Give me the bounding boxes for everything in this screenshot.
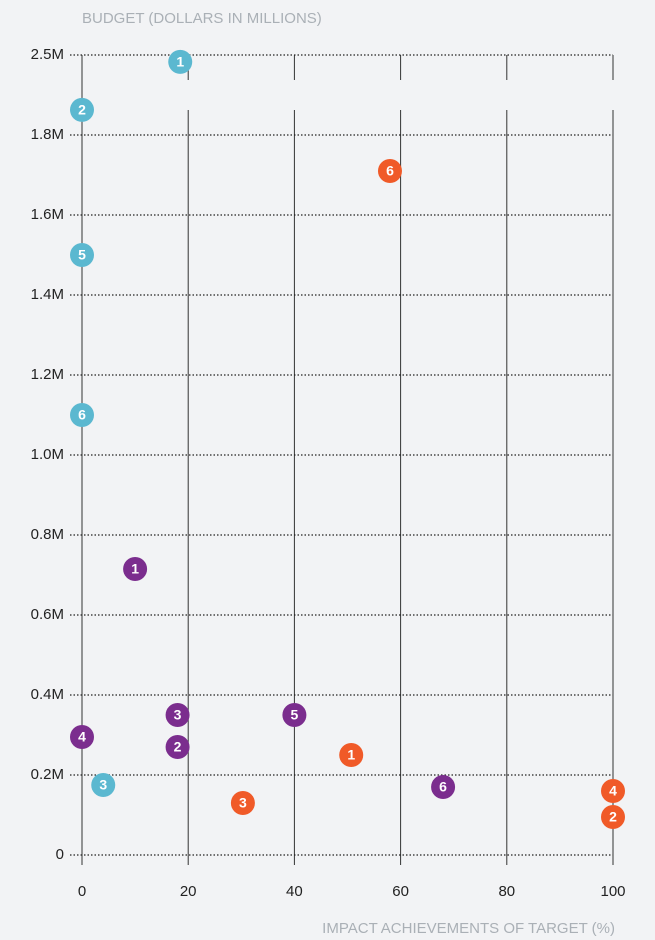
- y-axis-title: BUDGET (DOLLARS IN MILLIONS): [82, 10, 322, 27]
- y-tick-label: 2.5M: [31, 46, 64, 63]
- point: [70, 97, 94, 122]
- x-axis-title: IMPACT ACHIEVEMENTS OF TARGET (%): [322, 920, 615, 937]
- point-label: 6: [78, 407, 86, 423]
- point: [70, 243, 94, 267]
- point: [377, 159, 402, 183]
- point-label: 3: [174, 707, 182, 723]
- point-label: 4: [78, 729, 86, 745]
- y-tick-label: 0.6M: [31, 606, 64, 623]
- point: [339, 743, 364, 767]
- y-tick-label: 1.0M: [31, 446, 64, 463]
- point-label: 4: [609, 783, 617, 799]
- y-tick-label: 0.4M: [31, 686, 64, 703]
- point: [230, 791, 255, 815]
- point: [70, 403, 94, 427]
- point-label: 5: [291, 707, 299, 723]
- y-tick-label: 0.8M: [31, 526, 64, 543]
- point-label: 3: [99, 777, 107, 793]
- point-label: 5: [78, 247, 86, 263]
- point: [165, 735, 190, 759]
- x-tick-label: 60: [392, 883, 409, 900]
- y-tick-label: 1.2M: [31, 366, 64, 383]
- point-label: 1: [347, 747, 355, 763]
- point-label: 2: [609, 809, 617, 825]
- point-label: 6: [439, 779, 447, 795]
- y-tick-label: 1.6M: [31, 206, 64, 223]
- y-tick-label: 0: [56, 846, 64, 863]
- point: [431, 775, 456, 799]
- y-tick-label: 1.4M: [31, 286, 64, 303]
- point-label: 1: [176, 54, 184, 70]
- point: [91, 773, 116, 797]
- x-tick-label: 100: [600, 883, 625, 900]
- point: [165, 703, 190, 727]
- x-tick-label: 0: [78, 883, 86, 900]
- point: [601, 779, 625, 803]
- point: [70, 725, 94, 749]
- y-tick-label: 0.2M: [31, 766, 64, 783]
- x-tick-label: 80: [498, 883, 515, 900]
- point-label: 2: [78, 102, 86, 118]
- point-label: 3: [239, 795, 247, 811]
- point: [123, 557, 148, 581]
- point: [601, 805, 625, 829]
- point-label: 2: [174, 739, 182, 755]
- x-tick-label: 40: [286, 883, 303, 900]
- point-label: 6: [386, 163, 394, 179]
- point: [282, 703, 307, 727]
- point-label: 1: [131, 561, 139, 577]
- y-tick-label: 1.8M: [31, 126, 64, 143]
- point: [168, 49, 193, 74]
- x-tick-label: 20: [180, 883, 197, 900]
